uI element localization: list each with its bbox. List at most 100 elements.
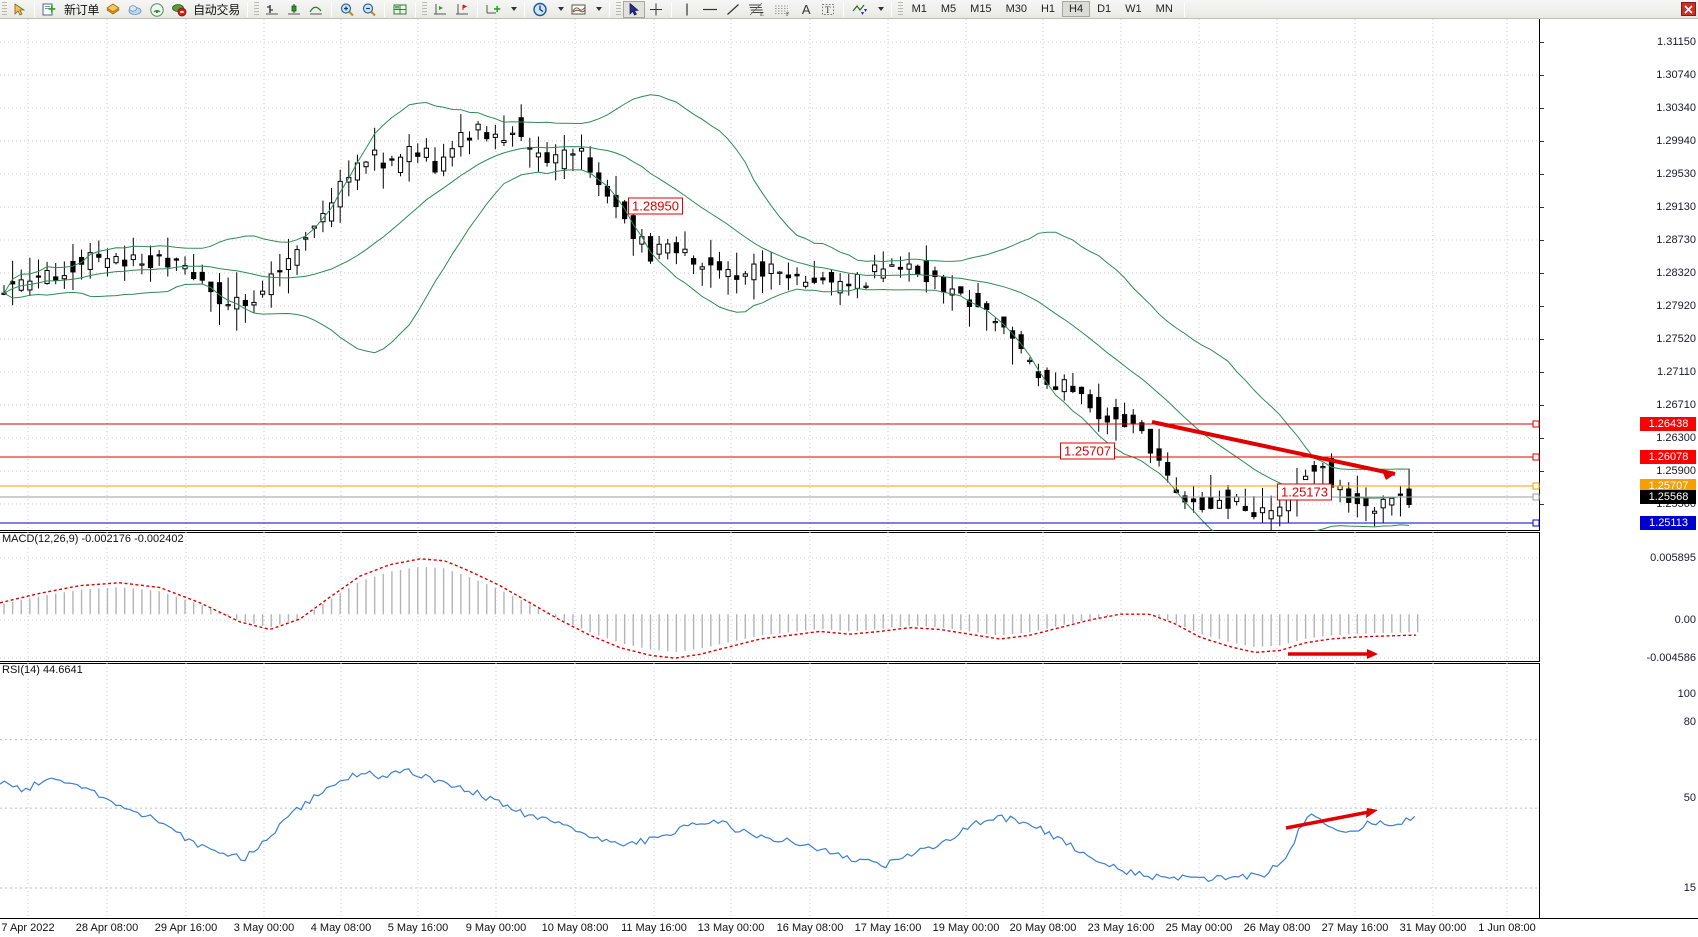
support-level-1-badge[interactable]: 1.25113 (1640, 516, 1696, 530)
cursor-arrow-icon[interactable] (9, 1, 30, 18)
label-icon[interactable]: T (817, 1, 839, 18)
last-price-badge[interactable]: 1.25568 (1640, 490, 1696, 504)
price-tag-pivot[interactable]: 1.25707 (1060, 442, 1115, 460)
price-axis-label: 1.28730 (1656, 234, 1696, 246)
rsi-pane-frame (0, 663, 1540, 918)
rsi-axis-label: 80 (1683, 716, 1696, 728)
shift-icon[interactable] (429, 1, 451, 18)
objects-icon[interactable] (848, 1, 872, 18)
trendline-icon[interactable] (722, 1, 744, 18)
new-order-icon[interactable] (39, 1, 61, 18)
toolbar-grip[interactable] (253, 1, 259, 17)
price-axis-tick (1540, 405, 1544, 406)
price-tag-high[interactable]: 1.28950 (628, 197, 683, 215)
time-axis-label: 27 May 16:00 (1321, 922, 1389, 934)
select-cursor-icon[interactable] (622, 0, 645, 18)
toolbar-grip[interactable] (421, 1, 427, 17)
period-dropdown-caret[interactable] (552, 1, 567, 18)
price-axis-label: 1.31150 (1657, 36, 1696, 48)
time-axis-label: 26 May 08:00 (1243, 922, 1311, 934)
toolbar-grip[interactable] (897, 1, 903, 17)
timeframe-d1[interactable]: D1 (1097, 3, 1112, 15)
timeframe-m5[interactable]: M5 (940, 3, 957, 15)
auto-trading-label[interactable]: 自动交易 (193, 2, 240, 17)
vertical-line-icon[interactable] (676, 1, 698, 18)
toolbar-grip[interactable] (615, 1, 621, 17)
macd-axis-scale: 0.005895 0.00 -0.004586 (1540, 532, 1698, 664)
timeframe-mn[interactable]: MN (1155, 3, 1173, 15)
macd-axis-label: 0.005895 (1650, 552, 1696, 564)
time-axis-label: 9 May 00:00 (465, 922, 527, 934)
time-axis-label: 1 Jun 08:00 (1478, 922, 1536, 934)
price-axis-label: 1.29130 (1656, 201, 1696, 213)
resistance-level-1-badge[interactable]: 1.26438 (1640, 417, 1696, 431)
price-plot (0, 19, 1540, 531)
macd-pane-frame (0, 532, 1540, 662)
line-chart-icon[interactable] (305, 1, 327, 18)
toolbar-separator (523, 1, 525, 17)
rsi-pane[interactable]: RSI(14) 44.6641 100 80 50 15 (0, 663, 1698, 918)
close-icon[interactable] (1681, 2, 1696, 16)
autoscroll-icon[interactable] (451, 1, 473, 18)
price-tag-low[interactable]: 1.25173 (1277, 483, 1332, 501)
macd-plot (0, 532, 1540, 662)
period-clock-icon[interactable] (529, 1, 552, 18)
time-axis-label: 16 May 08:00 (776, 922, 844, 934)
time-axis-label: 3 May 00:00 (233, 922, 295, 934)
zoom-out-icon[interactable] (358, 1, 380, 18)
timeframe-m15[interactable]: M15 (970, 3, 992, 15)
price-axis-scale[interactable]: 1.31150 1.30740 1.30340 1.29940 1.29530 1.291… (1540, 19, 1698, 558)
time-axis-label: 25 May 00:00 (1165, 922, 1233, 934)
text-icon[interactable]: A (801, 1, 811, 17)
price-axis-tick (1540, 273, 1544, 274)
price-axis-label: 1.27110 (1657, 366, 1696, 378)
indicators-icon[interactable] (482, 1, 505, 18)
cloud-icon[interactable] (124, 1, 146, 18)
rsi-axis-label: 50 (1683, 792, 1696, 804)
signal-icon[interactable] (146, 1, 168, 18)
toolbar-separator (34, 1, 35, 17)
svg-text:T: T (825, 5, 831, 15)
history-icon[interactable] (102, 1, 124, 18)
channel-icon[interactable]: F (770, 1, 796, 18)
timeframe-m30[interactable]: M30 (1005, 3, 1027, 15)
templates-dropdown-caret[interactable] (590, 1, 605, 18)
objects-dropdown-caret[interactable] (872, 1, 887, 18)
templates-icon[interactable] (567, 1, 590, 18)
timeframe-m1[interactable]: M1 (911, 3, 927, 15)
toolbar-grip[interactable] (2, 1, 7, 17)
price-axis-label: 1.29940 (1656, 135, 1696, 147)
toolbar-separator (330, 1, 332, 17)
rsi-plot (0, 663, 1540, 918)
rsi-title: RSI(14) 44.6641 (2, 664, 83, 676)
pivot-level-badge[interactable]: 1.25707 (1640, 479, 1696, 493)
price-axis-label: 1.27520 (1656, 333, 1696, 345)
price-axis-tick (1540, 42, 1544, 43)
time-axis[interactable]: 7 Apr 2022 28 Apr 08:00 29 Apr 16:00 3 May … (0, 918, 1698, 937)
macd-axis-label: -0.004586 (1646, 652, 1696, 664)
toolbar-separator (414, 1, 416, 17)
timeframe-h4[interactable]: H4 (1062, 1, 1091, 17)
timeframe-h1[interactable]: H1 (1040, 3, 1056, 15)
fibonacci-icon[interactable]: E (744, 1, 770, 18)
horizontal-line-icon[interactable] (698, 1, 722, 18)
time-axis-label: 23 May 16:00 (1087, 922, 1155, 934)
zoom-in-icon[interactable] (336, 1, 358, 18)
timeframe-w1[interactable]: W1 (1125, 3, 1142, 15)
auto-trading-icon[interactable] (168, 1, 190, 18)
time-axis-label: 11 May 16:00 (621, 922, 687, 934)
price-axis-tick (1540, 240, 1544, 241)
price-chart-pane[interactable]: 1.31150 1.30740 1.30340 1.29940 1.29530 1.291… (0, 19, 1698, 558)
macd-pane[interactable]: MACD(12,26,9) -0.002176 -0.002402 0.0058… (0, 532, 1698, 664)
indicators-dropdown-caret[interactable] (505, 1, 520, 18)
price-axis-label: 1.28320 (1656, 267, 1696, 279)
crosshair-icon[interactable] (645, 1, 667, 18)
bar-chart-icon[interactable] (261, 1, 283, 18)
grid-icon[interactable] (389, 1, 411, 18)
time-axis-label: 17 May 16:00 (854, 922, 922, 934)
new-order-label[interactable]: 新订单 (64, 2, 100, 17)
resistance-level-2-badge[interactable]: 1.26078 (1640, 450, 1696, 464)
candlestick-chart-icon[interactable] (283, 1, 305, 18)
time-axis-label: 20 May 08:00 (1009, 922, 1077, 934)
